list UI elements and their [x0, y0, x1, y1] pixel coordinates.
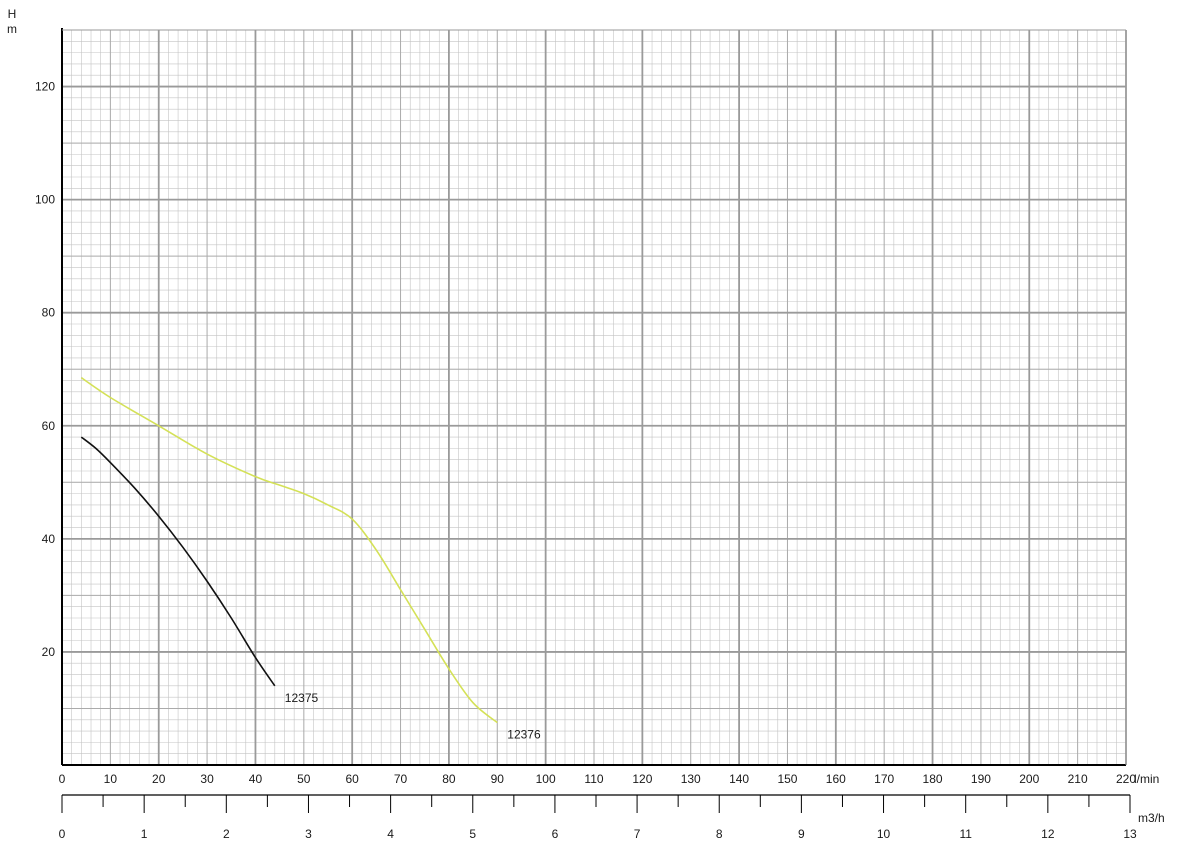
x-tick-label: 80 — [442, 772, 456, 786]
x-tick-label: 10 — [104, 772, 118, 786]
x-tick-label: 210 — [1068, 772, 1088, 786]
series-curve-12375 — [80, 436, 276, 687]
x-tick-label: 160 — [826, 772, 846, 786]
x-tick-label: 0 — [59, 772, 66, 786]
x2-tick-label: 1 — [141, 827, 148, 841]
x2-tick-label: 11 — [959, 827, 972, 841]
x-tick-label: 120 — [632, 772, 652, 786]
x2-tick-label: 4 — [387, 827, 394, 841]
x2-tick-label: 12 — [1041, 827, 1055, 841]
x-tick-label: 170 — [874, 772, 894, 786]
series-label-12376: 12376 — [507, 728, 541, 742]
major-grid — [61, 29, 1127, 766]
x-tick-label: 200 — [1019, 772, 1039, 786]
x-axis-unit: l/min — [1134, 772, 1159, 786]
y-axis-label: H — [8, 7, 17, 21]
x-tick-label: 50 — [297, 772, 311, 786]
x-tick-label: 150 — [777, 772, 797, 786]
x2-tick-label: 8 — [716, 827, 723, 841]
x2-axis-unit: m3/h — [1138, 811, 1165, 825]
x-tick-label: 30 — [200, 772, 214, 786]
y-tick-label: 80 — [42, 306, 56, 320]
x2-tick-label: 7 — [634, 827, 641, 841]
y-tick-label: 100 — [35, 193, 55, 207]
x-tick-label: 20 — [152, 772, 166, 786]
x2-tick-label: 0 — [59, 827, 66, 841]
x2-tick-label: 10 — [877, 827, 891, 841]
series-layer — [80, 377, 498, 724]
x2-tick-label: 5 — [469, 827, 476, 841]
x-tick-label: 130 — [681, 772, 701, 786]
x-tick-label: 140 — [729, 772, 749, 786]
x-tick-label: 40 — [249, 772, 263, 786]
series-label-12375: 12375 — [285, 691, 319, 705]
x-tick-label: 70 — [394, 772, 408, 786]
y-tick-label: 20 — [42, 645, 56, 659]
x2-tick-label: 3 — [305, 827, 312, 841]
x-tick-label: 180 — [923, 772, 943, 786]
x2-tick-label: 9 — [798, 827, 805, 841]
x-tick-label: 90 — [491, 772, 505, 786]
x-tick-label: 60 — [346, 772, 360, 786]
y-tick-label: 120 — [35, 80, 55, 94]
x2-tick-label: 6 — [552, 827, 559, 841]
x-tick-label: 100 — [536, 772, 556, 786]
y-tick-label: 60 — [42, 419, 56, 433]
x-tick-label: 110 — [584, 772, 603, 786]
x-tick-label: 220 — [1116, 772, 1136, 786]
x2-tick-label: 13 — [1123, 827, 1137, 841]
axes — [61, 28, 1131, 813]
y-tick-label: 40 — [42, 532, 56, 546]
y-axis-unit: m — [7, 22, 17, 36]
x2-tick-label: 2 — [223, 827, 230, 841]
series-curve-12376 — [80, 377, 498, 724]
x-tick-label: 190 — [971, 772, 991, 786]
